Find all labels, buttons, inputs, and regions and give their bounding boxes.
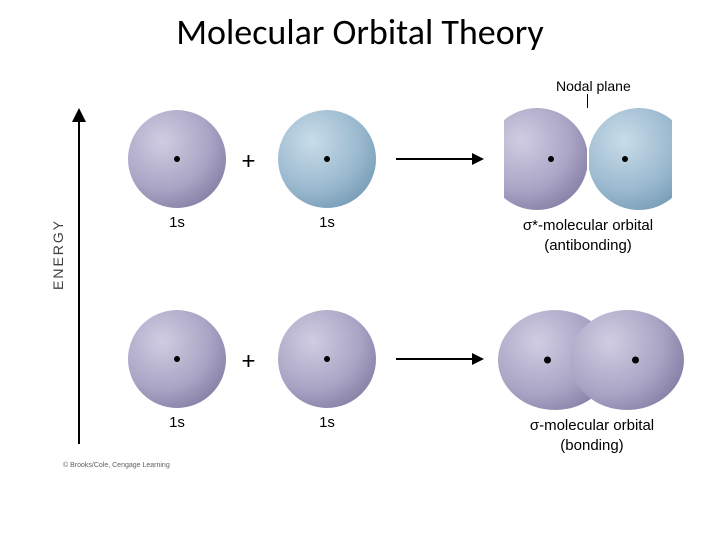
sphere-icon <box>278 110 376 208</box>
sphere-icon <box>128 110 226 208</box>
orbital-label: 1s <box>128 414 226 431</box>
antibonding-orbital <box>504 108 672 210</box>
anti-left-lobe <box>504 108 588 210</box>
energy-axis-line <box>78 114 80 444</box>
antibonding-label: σ*-molecular orbital(antibonding) <box>488 216 688 257</box>
plus-symbol: + <box>242 344 255 376</box>
row-bonding: 1s + 1s σ-molecular orbital(bonding) <box>100 300 690 460</box>
nucleus-dot <box>544 357 551 364</box>
orbital-1s-bot-right: 1s <box>278 310 376 408</box>
arrow-line <box>396 158 474 160</box>
copyright-text: © Brooks/Cole, Cengage Learning <box>63 462 170 469</box>
plus-symbol: + <box>242 144 255 176</box>
nucleus-dot <box>632 357 639 364</box>
page-title: Molecular Orbital Theory <box>0 10 720 54</box>
nucleus-dot <box>324 156 330 162</box>
arrow-icon <box>396 152 484 166</box>
arrow-line <box>396 358 474 360</box>
orbital-1s-top-left: 1s <box>128 110 226 208</box>
sphere-icon <box>278 310 376 408</box>
bonding-orbital <box>498 310 684 410</box>
nodal-plane-label: Nodal plane <box>556 78 631 94</box>
nucleus-dot <box>174 356 180 362</box>
orbital-label: 1s <box>278 414 376 431</box>
bonding-label: σ-molecular orbital(bonding) <box>492 416 692 457</box>
sphere-icon <box>128 310 226 408</box>
mo-diagram: ENERGY © Brooks/Cole, Cengage Learning 1… <box>60 80 700 500</box>
arrow-icon <box>396 352 484 366</box>
nucleus-dot <box>174 156 180 162</box>
anti-left-half <box>504 108 588 210</box>
bond-right-lobe <box>570 310 684 410</box>
orbital-label: 1s <box>128 214 226 231</box>
arrow-head-icon <box>472 353 484 365</box>
nucleus-dot <box>622 156 628 162</box>
nucleus-dot <box>324 356 330 362</box>
orbital-1s-bot-left: 1s <box>128 310 226 408</box>
orbital-1s-top-right: 1s <box>278 110 376 208</box>
energy-axis-label: ENERGY <box>50 219 66 290</box>
nodal-plane-seam <box>587 108 589 210</box>
row-antibonding: 1s + 1s Nodal plane σ*-molecular orbital <box>100 100 690 260</box>
anti-right-half <box>588 108 672 210</box>
orbital-label: 1s <box>278 214 376 231</box>
nodal-plane-tick <box>587 94 588 108</box>
arrow-head-icon <box>472 153 484 165</box>
nucleus-dot <box>548 156 554 162</box>
anti-right-lobe <box>588 108 672 210</box>
